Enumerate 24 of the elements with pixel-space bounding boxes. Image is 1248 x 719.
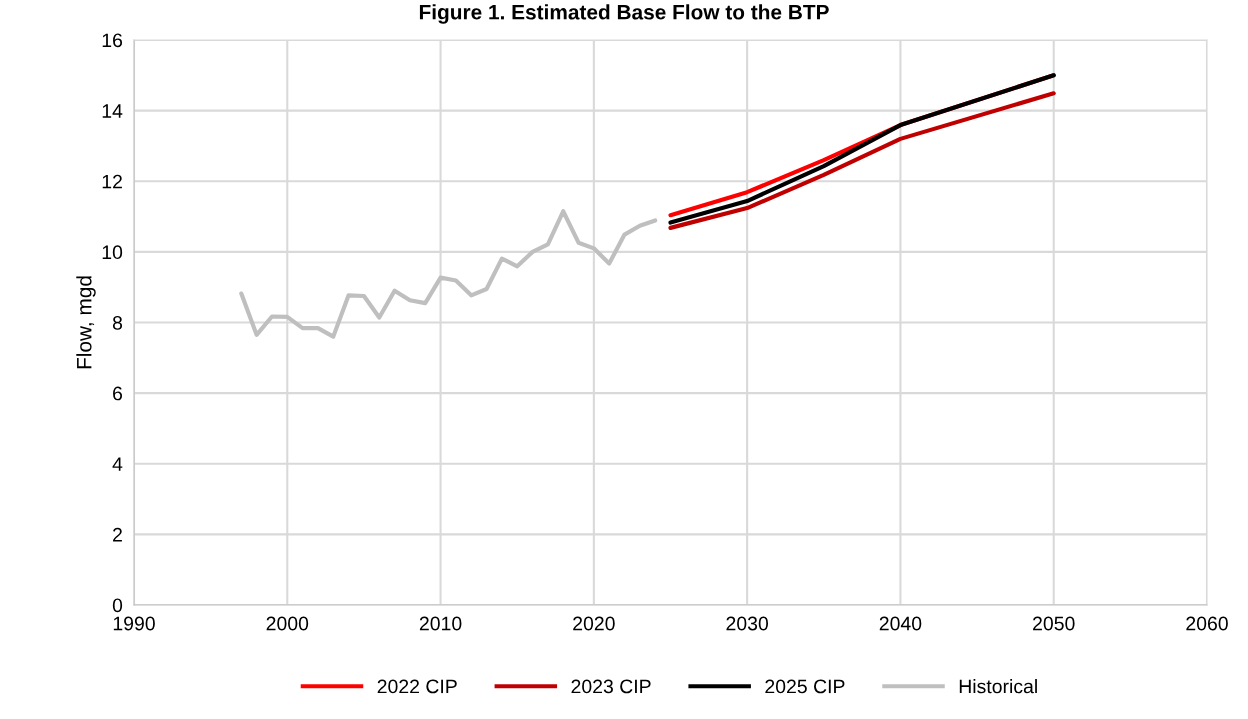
chart-title: Figure 1. Estimated Base Flow to the BTP [419, 4, 829, 24]
x-tick-label: 2010 [419, 616, 462, 631]
legend-label: 2023 CIP [571, 679, 651, 694]
y-tick-label: 6 [113, 386, 123, 401]
x-tick-label: 2050 [1033, 616, 1075, 631]
y-tick-label: 4 [112, 457, 123, 471]
legend-label: Historical [959, 679, 1037, 694]
y-tick-label: 14 [102, 104, 123, 118]
x-tick-label: 2020 [573, 616, 615, 631]
x-tick-label: 2000 [266, 616, 309, 631]
y-tick-label: 0 [112, 598, 123, 613]
x-tick-label: 1990 [113, 616, 155, 631]
y-tick-label: 16 [102, 33, 123, 48]
line-series [239, 209, 658, 339]
y-tick-label: 2 [113, 527, 122, 542]
x-tick-label: 2040 [879, 616, 922, 631]
y-axis-title: Flow, mgd [76, 276, 96, 369]
legend-label: 2022 CIP [377, 679, 457, 694]
x-tick-label: 2060 [1186, 616, 1228, 631]
x-tick-label: 2030 [726, 616, 769, 631]
y-tick-label: 10 [102, 245, 123, 260]
y-tick-label: 8 [112, 315, 123, 330]
legend-label: 2025 CIP [765, 679, 845, 694]
y-tick-label: 12 [102, 174, 122, 189]
